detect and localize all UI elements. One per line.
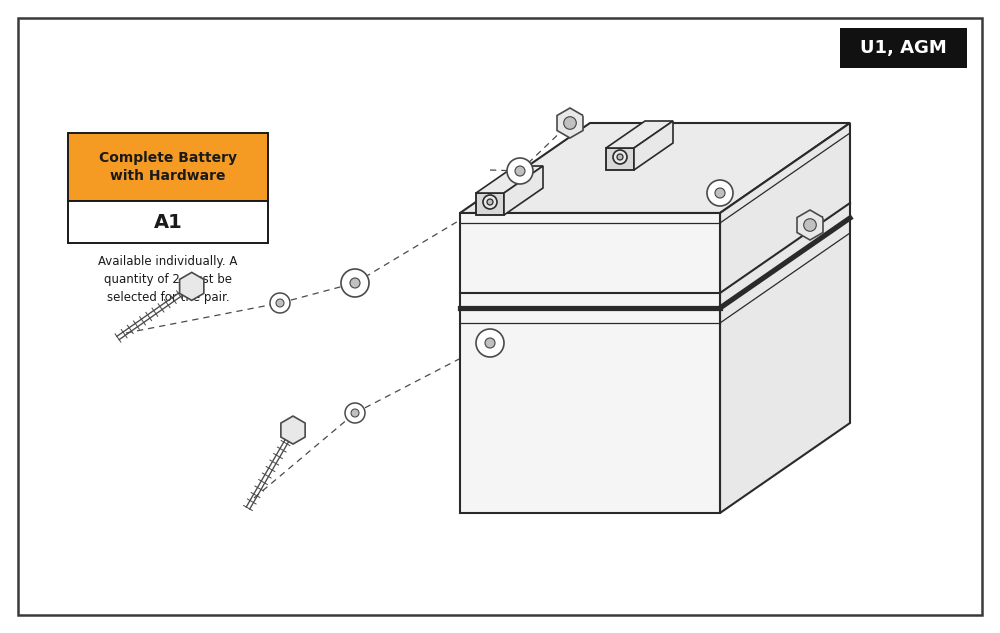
Circle shape <box>515 166 525 176</box>
Polygon shape <box>281 416 305 444</box>
Circle shape <box>345 403 365 423</box>
Circle shape <box>707 180 733 206</box>
Circle shape <box>485 338 495 348</box>
Circle shape <box>507 158 533 184</box>
Circle shape <box>617 154 623 160</box>
Polygon shape <box>476 193 504 215</box>
Bar <box>68 201 268 243</box>
Circle shape <box>350 278 360 288</box>
Polygon shape <box>180 272 204 301</box>
Text: A1: A1 <box>154 213 182 232</box>
Circle shape <box>715 188 725 198</box>
Polygon shape <box>720 123 850 513</box>
Circle shape <box>487 199 493 205</box>
Text: Complete Battery
with Hardware: Complete Battery with Hardware <box>99 151 237 183</box>
Text: Available individually. A
quantity of 2 must be
selected for the pair.: Available individually. A quantity of 2 … <box>98 255 238 304</box>
Bar <box>840 28 967 68</box>
Circle shape <box>276 299 284 307</box>
Circle shape <box>483 195 497 209</box>
Polygon shape <box>606 121 673 148</box>
Polygon shape <box>606 148 634 170</box>
Circle shape <box>613 150 627 164</box>
Circle shape <box>351 409 359 417</box>
Circle shape <box>270 293 290 313</box>
Polygon shape <box>476 166 543 193</box>
Circle shape <box>341 269 369 297</box>
Polygon shape <box>557 108 583 138</box>
Polygon shape <box>797 210 823 240</box>
Text: U1, AGM: U1, AGM <box>860 39 947 57</box>
Polygon shape <box>460 213 720 513</box>
Polygon shape <box>634 121 673 170</box>
Bar <box>68 133 268 201</box>
Circle shape <box>804 218 816 231</box>
Polygon shape <box>460 123 850 213</box>
Polygon shape <box>504 166 543 215</box>
Circle shape <box>476 329 504 357</box>
Circle shape <box>564 116 576 129</box>
